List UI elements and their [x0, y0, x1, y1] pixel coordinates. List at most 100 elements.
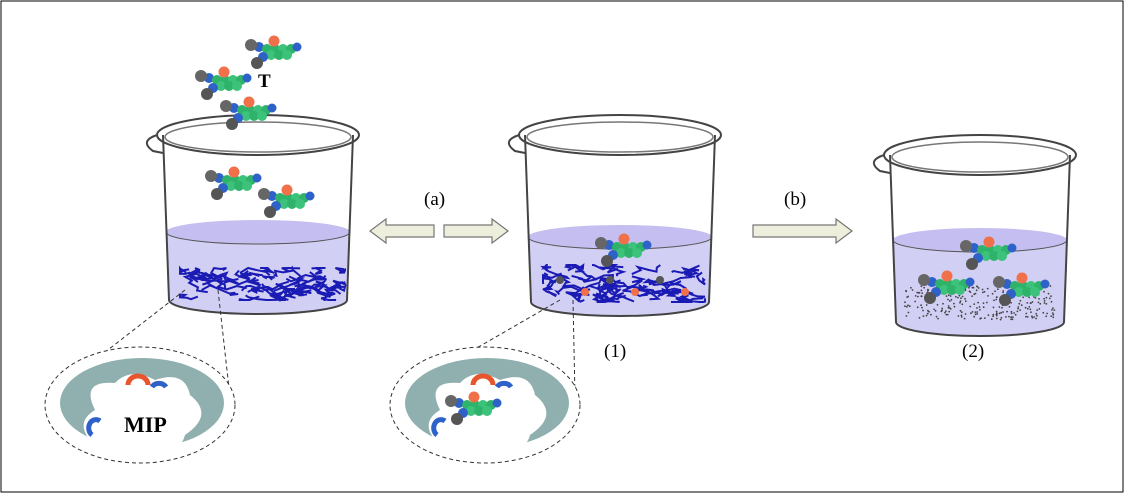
polymer-particle [954, 306, 956, 308]
polymer-particle [927, 313, 929, 315]
beaker-rim-inner [892, 142, 1068, 172]
polymer-particle [941, 311, 943, 313]
polymer-particle [916, 292, 918, 294]
polymer-particle [982, 292, 984, 294]
polymer-particle [1046, 303, 1048, 305]
polymer-particle [980, 317, 982, 319]
polymer-particle [1017, 311, 1019, 313]
polymer-particle [961, 315, 963, 317]
beaker-rim [157, 115, 359, 155]
polymer-particle [923, 315, 925, 317]
polymer-particle [1027, 316, 1029, 318]
polymer-particle [1020, 300, 1022, 302]
polymer-particle [965, 313, 967, 315]
polymer-particle [1046, 297, 1048, 299]
polymer-particle [970, 312, 972, 314]
template-molecule [220, 97, 277, 131]
polymer-particle [976, 313, 978, 315]
polymer-particle [1038, 298, 1040, 300]
polymer-particle [996, 315, 998, 317]
polymer-particle [984, 317, 986, 319]
polymer-particle [976, 307, 978, 309]
polymer-particle [942, 303, 944, 305]
polymer-particle [926, 315, 928, 317]
polymer-particle [904, 301, 906, 303]
polymer-particle [906, 306, 908, 308]
polymer-particle [1030, 311, 1032, 313]
bound-site [556, 276, 564, 284]
polymer-particle [948, 305, 950, 307]
polymer-particle [914, 301, 916, 303]
polymer-particle [961, 303, 963, 305]
polymer-particle [950, 295, 952, 297]
beaker-rim-inner [527, 122, 713, 152]
page: T (a) (b) (1) (2) MIP (() => { const dat… [0, 0, 1124, 493]
polymer-particle [987, 288, 989, 290]
polymer-particle [1036, 315, 1038, 317]
bound-site [581, 288, 589, 296]
polymer-particle [907, 296, 909, 298]
polymer-particle [1018, 303, 1020, 305]
polymer-particle [1017, 306, 1019, 308]
bound-site [656, 276, 664, 284]
polymer-particle [930, 314, 932, 316]
polymer-particle [937, 318, 939, 320]
polymer-particle [969, 306, 971, 308]
polymer-particle [995, 299, 997, 301]
polymer-particle [1051, 301, 1053, 303]
polymer-particle [988, 314, 990, 316]
polymer-particle [973, 287, 975, 289]
polymer-particle [1028, 306, 1030, 308]
polymer-particle [1019, 309, 1021, 311]
polymer-particle [1035, 313, 1037, 315]
polymer-particle [910, 287, 912, 289]
polymer-particle [949, 300, 951, 302]
polymer-particle [1046, 313, 1048, 315]
polymer-particle [965, 300, 967, 302]
polymer-particle [1011, 313, 1013, 315]
polymer-particle [1021, 304, 1023, 306]
polymer-particle [937, 304, 939, 306]
polymer-particle [1013, 312, 1015, 314]
polymer-particle [961, 316, 963, 318]
polymer-particle [992, 314, 994, 316]
polymer-particle [964, 318, 966, 320]
polymer-particle [906, 315, 908, 317]
polymer-particle [972, 311, 974, 313]
polymer-particle [921, 307, 923, 309]
polymer-particle [1035, 297, 1037, 299]
polymer-particle [921, 295, 923, 297]
polymer-particle [1025, 313, 1027, 315]
polymer-particle [986, 302, 988, 304]
polymer-particle [933, 309, 935, 311]
bound-site [606, 276, 614, 284]
polymer-particle [975, 311, 977, 313]
polymer-particle [905, 291, 907, 293]
polymer-particle [1052, 314, 1054, 316]
polymer-particle [979, 306, 981, 308]
polymer-particle [949, 307, 951, 309]
polymer-particle [1038, 308, 1040, 310]
arrow [444, 219, 508, 243]
polymer-particle [1031, 315, 1033, 317]
polymer-particle [1027, 308, 1029, 310]
polymer-particle [917, 296, 919, 298]
polymer-particle [944, 312, 946, 314]
polymer-particle [964, 298, 966, 300]
beaker-spout [509, 135, 525, 153]
polymer-particle [904, 305, 906, 307]
mip-label: MIP [124, 412, 167, 437]
polymer-particle [996, 296, 998, 298]
polymer-particle [1025, 307, 1027, 309]
polymer-particle [926, 304, 928, 306]
polymer-particle [1002, 292, 1004, 294]
polymer-particle [996, 318, 998, 320]
polymer-particle [935, 310, 937, 312]
polymer-particle [947, 299, 949, 301]
polymer-particle [915, 295, 917, 297]
beaker-rim [884, 135, 1076, 175]
polymer-particle [1050, 315, 1052, 317]
polymer-particle [1048, 293, 1050, 295]
polymer-particle [1001, 317, 1003, 319]
polymer-particle [987, 295, 989, 297]
